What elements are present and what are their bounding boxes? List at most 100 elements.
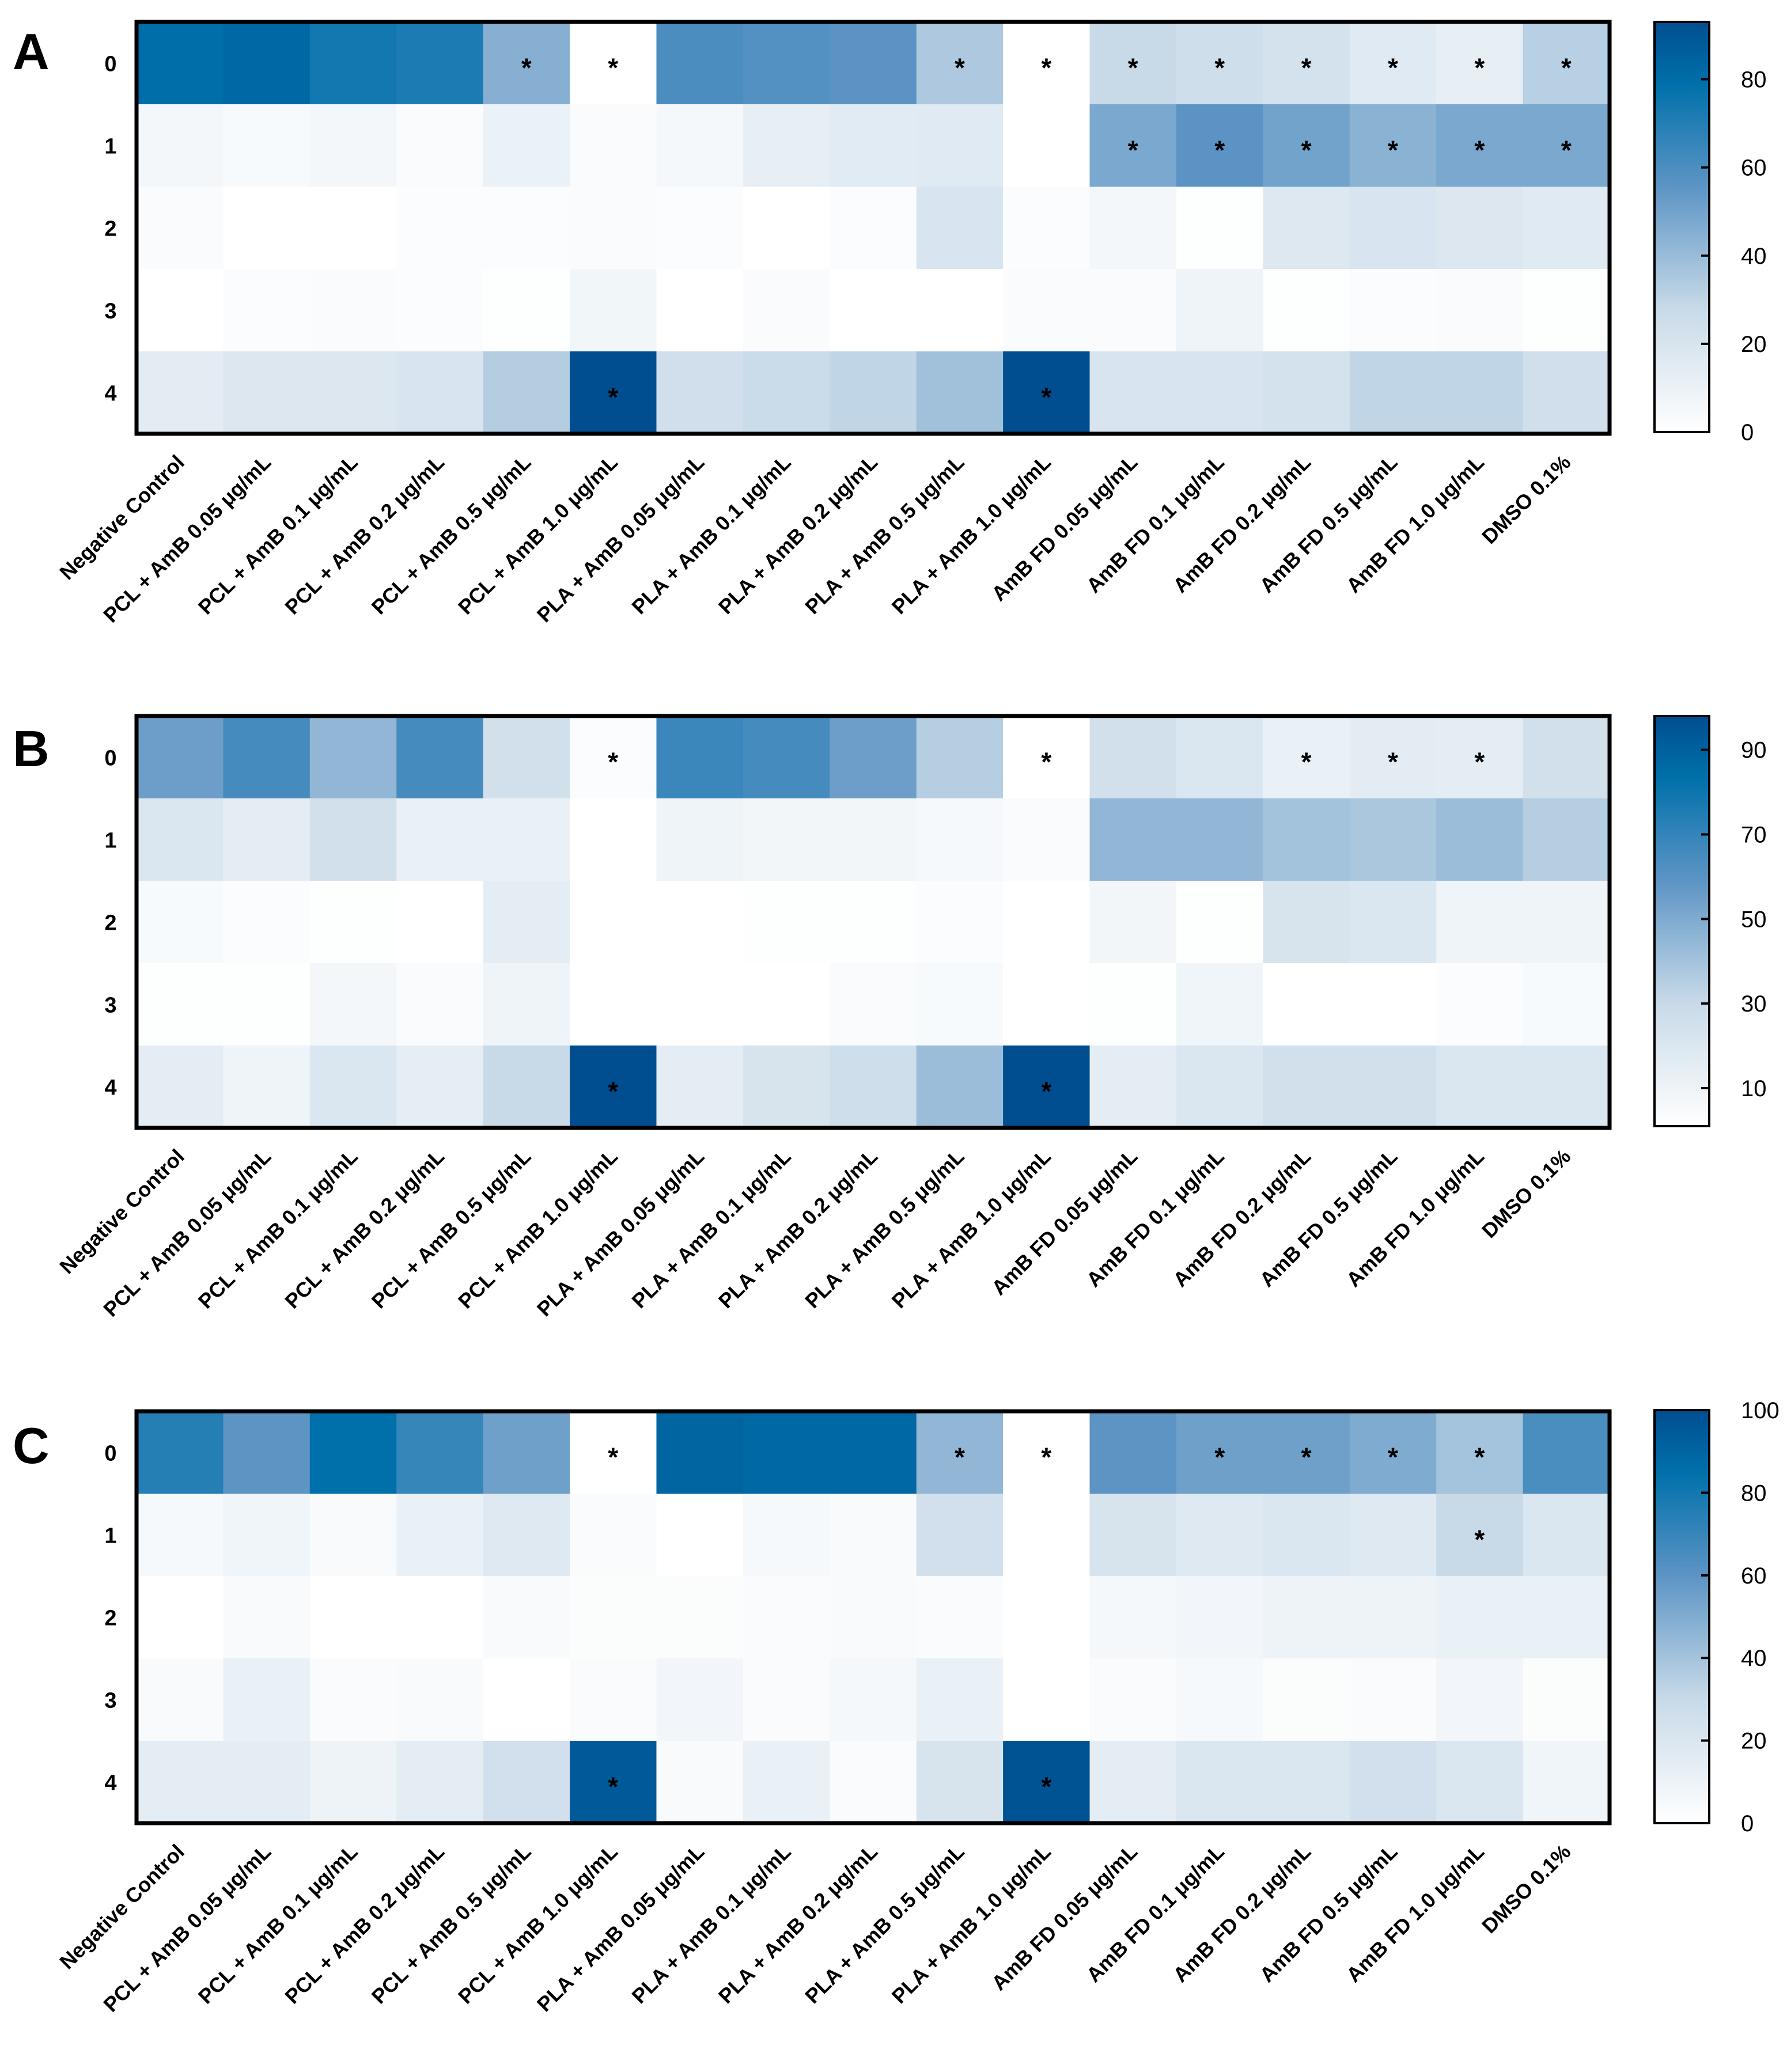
heatmap-cell — [1089, 1494, 1177, 1577]
heatmap-cell — [1263, 269, 1350, 352]
heatmap-cell — [1523, 104, 1610, 187]
heatmap-cell — [1436, 1411, 1524, 1494]
heatmap-cell — [1176, 1576, 1263, 1659]
heatmap-cell — [656, 1494, 744, 1577]
heatmap-cell — [830, 1741, 917, 1824]
significance-star: * — [1041, 1442, 1051, 1472]
heatmap-cell — [483, 963, 570, 1046]
heatmap-cell — [1523, 269, 1610, 352]
heatmap-cell — [309, 1411, 397, 1494]
row-label: 2 — [104, 1607, 116, 1631]
colorbar-tick-label: 90 — [1741, 738, 1767, 763]
heatmap-cell — [1436, 963, 1524, 1046]
colorbar — [1653, 21, 1710, 433]
significance-star: * — [1474, 1525, 1485, 1555]
heatmap-cell — [1263, 22, 1350, 105]
column-label: PLA + AmB 0.2 μg/mL — [714, 1145, 882, 1313]
heatmap-cell — [743, 1658, 830, 1741]
heatmap-cell — [1436, 716, 1524, 799]
heatmap-cell — [656, 1411, 744, 1494]
heatmap-cell — [1349, 269, 1437, 352]
heatmap-cell — [137, 1046, 224, 1128]
panel-letter: C — [13, 1417, 50, 1474]
heatmap-cell — [1349, 187, 1437, 270]
heatmap-cell — [830, 22, 917, 105]
heatmap-cell — [1349, 716, 1437, 799]
heatmap-cell — [1263, 963, 1350, 1046]
column-label: PLA + AmB 0.2 μg/mL — [714, 450, 882, 619]
heatmap-cell — [1003, 798, 1091, 881]
heatmap-cell — [309, 269, 397, 352]
heatmap-cell — [483, 716, 570, 799]
significance-star: * — [608, 53, 618, 83]
heatmap-cell — [1089, 1741, 1177, 1824]
heatmap-cell — [1349, 1658, 1437, 1741]
heatmap-cell — [1089, 187, 1177, 270]
heatmap-cell — [396, 963, 484, 1046]
heatmap-cell — [1523, 881, 1610, 964]
heatmap-cell — [830, 1046, 917, 1128]
row-label: 1 — [104, 1524, 116, 1548]
column-label: PCL + AmB 0.5 μg/mL — [367, 1145, 536, 1313]
significance-star: * — [1214, 135, 1225, 165]
heatmap-cell — [1436, 881, 1524, 964]
heatmap-cell — [830, 1411, 917, 1494]
heatmap-cell — [1436, 1494, 1524, 1577]
significance-star: * — [1561, 135, 1572, 165]
heatmap-cell — [1436, 22, 1524, 105]
heatmap-cell — [483, 1046, 570, 1128]
heatmap-cell — [830, 963, 917, 1046]
heatmap-cell — [1436, 351, 1524, 434]
heatmap-cell — [1263, 1658, 1350, 1741]
heatmap-cell — [916, 1658, 1004, 1741]
heatmap-cell — [396, 22, 484, 105]
heatmap-cell — [309, 798, 397, 881]
heatmap-cell — [137, 1741, 224, 1824]
column-label: PCL + AmB 1.0 μg/mL — [453, 450, 622, 619]
heatmap-cell — [743, 269, 830, 352]
column-label: PCL + AmB 1.0 μg/mL — [453, 1145, 622, 1313]
heatmap-cell — [743, 963, 830, 1046]
significance-star: * — [955, 53, 965, 83]
column-label: PLA + AmB 0.05 μg/mL — [532, 450, 709, 627]
heatmap-cell — [483, 22, 570, 105]
heatmap-cell — [309, 1046, 397, 1128]
heatmap-cell — [656, 187, 744, 270]
heatmap-cell — [1263, 1046, 1350, 1128]
heatmap-cell — [830, 716, 917, 799]
heatmap-cell — [223, 963, 311, 1046]
heatmap-cell — [396, 881, 484, 964]
row-label: 4 — [104, 382, 116, 406]
colorbar-tick-label: 20 — [1741, 1729, 1767, 1754]
significance-star: * — [1388, 747, 1398, 777]
column-label: PCL + AmB 0.2 μg/mL — [280, 1145, 449, 1313]
heatmap-cell — [309, 1658, 397, 1741]
heatmap-cell — [137, 1576, 224, 1659]
heatmap-cell — [830, 1576, 917, 1659]
heatmap-cell — [743, 1494, 830, 1577]
heatmap-cell — [396, 1411, 484, 1494]
heatmap-cell — [309, 881, 397, 964]
heatmap-cell — [1523, 1046, 1610, 1128]
colorbar-tick-label: 30 — [1741, 991, 1767, 1017]
heatmap-cell — [1176, 716, 1263, 799]
column-label: PLA + AmB 0.5 μg/mL — [800, 1145, 968, 1313]
heatmap-cell — [223, 22, 311, 105]
heatmap-cell — [570, 22, 657, 105]
heatmap-frame — [134, 714, 1612, 1130]
heatmap-cell — [1089, 269, 1177, 352]
heatmap-cell — [1003, 22, 1091, 105]
heatmap-cell — [1176, 881, 1263, 964]
heatmap-cell — [309, 351, 397, 434]
heatmap-cell — [223, 187, 311, 270]
heatmap-frame — [134, 20, 1612, 436]
heatmap-cell — [483, 1411, 570, 1494]
row-label: 4 — [104, 1771, 116, 1796]
heatmap-cell — [656, 1741, 744, 1824]
heatmap-cell — [656, 1046, 744, 1128]
column-label: PLA + AmB 0.05 μg/mL — [532, 1145, 709, 1321]
heatmap-cell — [1176, 22, 1263, 105]
row-label: 1 — [104, 135, 116, 159]
heatmap-cell — [656, 22, 744, 105]
heatmap-cell — [483, 104, 570, 187]
